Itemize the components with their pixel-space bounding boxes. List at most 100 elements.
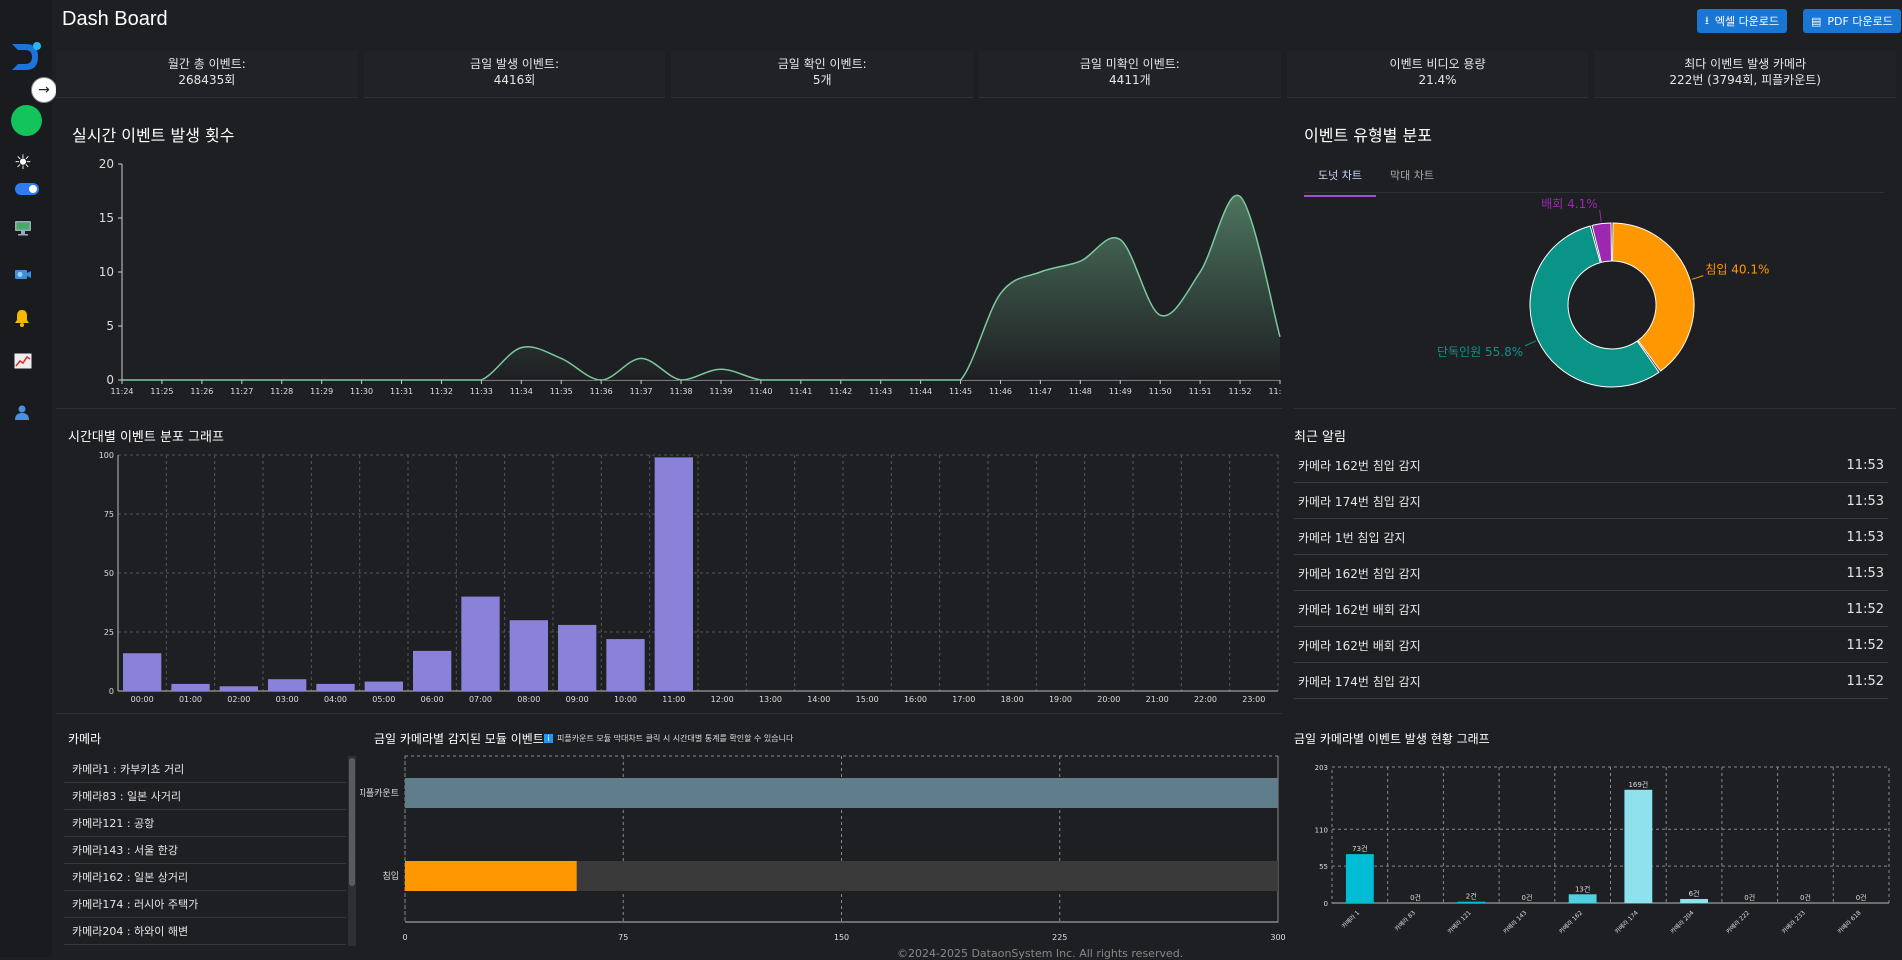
page-title: Dash Board	[62, 8, 168, 30]
stat-value: 222번 (3794회, 피플카운트)	[1669, 73, 1821, 87]
bar	[405, 861, 577, 891]
slice-leader-line	[1691, 275, 1704, 280]
data-label: 6건	[1689, 889, 1700, 898]
alert-item[interactable]: 카메라 162번 침입 감지 11:53	[1294, 556, 1888, 591]
x-tick-label: 11:49	[1109, 387, 1132, 396]
alert-item[interactable]: 카메라 1번 침입 감지 11:53	[1294, 520, 1888, 555]
alert-item[interactable]: 카메라 162번 침입 감지 11:53	[1294, 448, 1888, 483]
x-tick-label: 15:00	[856, 695, 879, 704]
data-label: 0건	[1800, 893, 1811, 902]
y-tick-label: 100	[99, 451, 114, 460]
x-tick-label: 11:47	[1029, 387, 1052, 396]
camera-list-item[interactable]: 카메라143 : 서울 한강	[64, 837, 346, 864]
y-tick-label: 25	[104, 628, 114, 637]
camera-list-item[interactable]: 카메라174 : 러시아 주택가	[64, 891, 346, 918]
x-tick-label: 07:00	[469, 695, 492, 704]
x-tick-label: 14:00	[807, 695, 830, 704]
footer: ©2024-2025 DataonSystem Inc. All rights …	[897, 947, 1184, 960]
camera-list-item[interactable]: 카메라204 : 하와이 해변	[64, 918, 346, 945]
y-tick-label: 15	[99, 211, 114, 225]
camera-list-item[interactable]: 카메라83 : 일본 사거리	[64, 783, 346, 810]
y-tick-label: 0	[106, 373, 114, 387]
camera-list-scrollbar[interactable]	[348, 756, 356, 946]
hourly-chart[interactable]: 0 25 50 75 100 00:00 01:00 02:00 03:00 04:00 05:00…	[52, 445, 1282, 710]
camera-list-item[interactable]: 카메라1 : 카부키쵸 거리	[64, 756, 346, 783]
stat-label: 금일 확인 이벤트:	[777, 57, 867, 71]
x-tick-label: 11:45	[949, 387, 972, 396]
x-tick-label: 22:00	[1194, 695, 1217, 704]
alert-time: 11:53	[1846, 457, 1884, 473]
alert-item[interactable]: 카메라 162번 배회 감지 11:52	[1294, 628, 1888, 663]
x-tick-label: 11:53	[1268, 387, 1282, 396]
alert-text: 카메라 162번 배회 감지	[1298, 602, 1421, 617]
x-tick-label: 225	[1052, 933, 1067, 942]
x-tick-label: 카메라 618	[1836, 909, 1863, 936]
bar	[558, 624, 597, 691]
x-tick-label: 11:30	[350, 387, 373, 396]
cameras-title: 카메라	[68, 732, 102, 746]
alert-text: 카메라 174번 침입 감지	[1298, 674, 1421, 689]
x-tick-label: 11:29	[310, 387, 333, 396]
monitor-icon[interactable]	[14, 220, 32, 236]
y-tick-label: 55	[1319, 863, 1328, 871]
arrow-right-icon: →	[38, 82, 50, 98]
slice-leader-line	[1524, 340, 1537, 347]
bell-icon[interactable]	[14, 309, 30, 327]
realtime-chart[interactable]: 0 5 10 15 20 11:24 11:25 11:26 11:27 11:28 11:29 11…	[52, 150, 1282, 400]
x-tick-label: 11:36	[590, 387, 613, 396]
pdf-download-button[interactable]: ▤ PDF 다운로드	[1803, 9, 1901, 33]
y-tick-label: 5	[106, 319, 114, 333]
modules-hint: i 피플카운트 모듈 막대차트 클릭 시 시간대별 통계를 확인할 수 있습니다	[544, 733, 793, 744]
slice-label: 배회 4.1%	[1541, 197, 1597, 211]
x-tick-label: 11:50	[1149, 387, 1172, 396]
y-tick-label: 침입	[382, 870, 399, 882]
donut-chart[interactable]: 침입 40.1% 단독인원 55.8% 배회 4.1%	[1294, 195, 1894, 405]
x-tick-label: 11:25	[150, 387, 173, 396]
realtime-title: 실시간 이벤트 발생 횟수	[72, 126, 235, 145]
bar	[316, 683, 355, 691]
stats-bar: 월간 총 이벤트: 268435회 금일 발생 이벤트: 4416회 금일 확인 이…	[56, 51, 1897, 98]
alert-time: 11:53	[1846, 529, 1884, 545]
chart-icon[interactable]	[14, 353, 32, 369]
alert-item[interactable]: 카메라 174번 침입 감지 11:52	[1294, 664, 1888, 699]
data-label: 2건	[1466, 892, 1477, 901]
chart-tabs: 도넛 차트 막대 차트	[1304, 155, 1448, 197]
stat-card: 이벤트 비디오 용량 21.4%	[1286, 51, 1589, 98]
tab-divider	[1304, 192, 1884, 193]
camera-list-item[interactable]: 카메라162 : 일본 상거리	[64, 864, 346, 891]
tab-bar[interactable]: 막대 차트	[1389, 169, 1434, 182]
logo-icon[interactable]	[8, 40, 44, 74]
alert-time: 11:52	[1846, 601, 1884, 617]
x-tick-label: 19:00	[1049, 695, 1072, 704]
x-tick-label: 21:00	[1146, 695, 1169, 704]
x-tick-label: 카메라 1	[1340, 909, 1362, 931]
excel-download-button[interactable]: ⭳ 엑셀 다운로드	[1697, 9, 1788, 33]
tab-donut[interactable]: 도넛 차트	[1304, 155, 1376, 197]
expand-sidebar-button[interactable]: →	[31, 77, 57, 103]
x-tick-label: 11:32	[430, 387, 453, 396]
x-tick-label: 10:00	[614, 695, 637, 704]
slice-label: 단독인원 55.8%	[1437, 345, 1523, 359]
theme-toggle[interactable]	[15, 183, 39, 195]
y-tick-label: 203	[1315, 764, 1328, 772]
scrollbar-thumb[interactable]	[349, 758, 355, 886]
x-tick-label: 23:00	[1242, 695, 1265, 704]
stat-value: 5개	[812, 73, 832, 87]
x-tick-label: 300	[1270, 933, 1285, 942]
camera-list-item[interactable]: 카메라121 : 공항	[64, 810, 346, 837]
alert-item[interactable]: 카메라 174번 침입 감지 11:53	[1294, 484, 1888, 519]
x-tick-label: 11:48	[1069, 387, 1092, 396]
x-tick-label: 08:00	[517, 695, 540, 704]
alert-text: 카메라 162번 침입 감지	[1298, 458, 1421, 473]
camera-icon[interactable]	[14, 266, 32, 282]
main: Dash Board ⭳ 엑셀 다운로드 ▤ PDF 다운로드 월간 총 이벤트…	[52, 0, 1902, 960]
alert-item[interactable]: 카메라 162번 배회 감지 11:52	[1294, 592, 1888, 627]
modules-title: 금일 카메라별 감지된 모듈 이벤트	[374, 732, 544, 746]
x-tick-label: 11:37	[630, 387, 653, 396]
x-tick-label: 0	[402, 933, 407, 942]
user-icon[interactable]	[14, 404, 30, 420]
x-tick-label: 11:41	[789, 387, 812, 396]
x-tick-label: 11:43	[869, 387, 892, 396]
